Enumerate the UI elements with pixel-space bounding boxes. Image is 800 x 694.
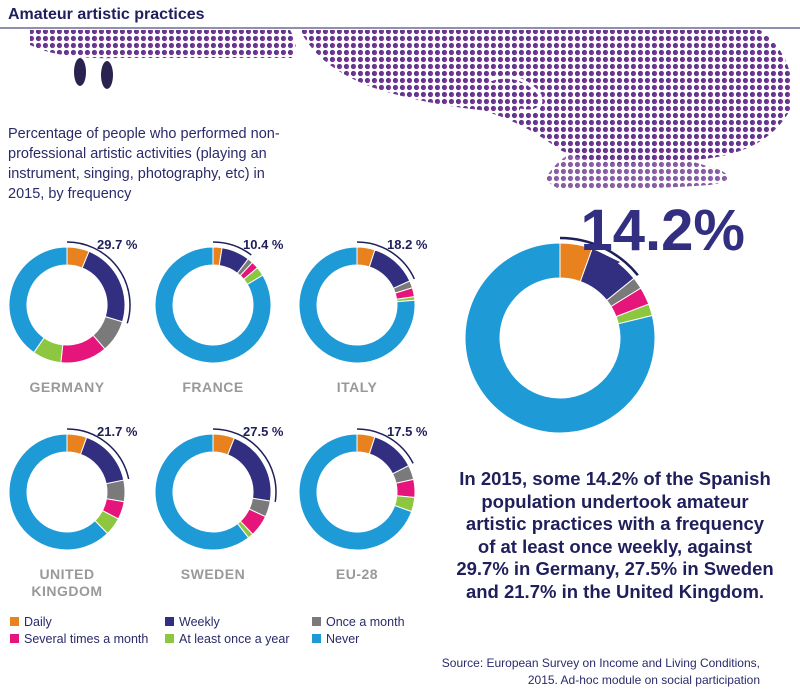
source: Source: European Survey on Income and Li… (441, 656, 760, 687)
highlight-label: 29.7 % (97, 237, 138, 252)
highlight-pointer (595, 250, 620, 270)
donut-segment (154, 433, 250, 551)
donut-segment (105, 479, 126, 503)
legend-entry: At least once a year (165, 632, 289, 646)
highlight-arc (212, 428, 277, 502)
donut-segment (368, 249, 411, 290)
legend-label: Once a month (326, 615, 405, 629)
violin-illustration (30, 30, 792, 190)
country-label: GERMANY (29, 379, 105, 395)
highlight-arc (66, 241, 131, 324)
legend-swatch (10, 634, 19, 643)
country-label: FRANCE (182, 379, 244, 395)
legend-entry: Once a month (312, 615, 405, 629)
highlight-label: 10.4 % (243, 237, 284, 252)
highlight-arc (356, 241, 416, 280)
highlight-arc (356, 428, 414, 464)
legend-swatch (312, 634, 321, 643)
highlight-label: 21.7 % (97, 424, 138, 439)
highlight-label: 27.5 % (243, 424, 284, 439)
highlight-arc (559, 236, 639, 277)
country-label: UNITED KINGDOM (31, 566, 103, 599)
donut-segment (298, 246, 416, 364)
legend-entry: Daily (10, 615, 52, 629)
donut-segment (227, 437, 272, 502)
subtitle: Percentage of people who performed non-p… (8, 126, 280, 202)
donut-segment (464, 242, 656, 434)
country-label: SPAIN (539, 330, 581, 346)
legend-entry: Never (312, 632, 359, 646)
donut-segment (8, 246, 68, 354)
donut-segment (81, 250, 126, 323)
title: Amateur artistic practices (8, 6, 205, 23)
donut-segment (298, 433, 413, 551)
country-label: EU-28 (335, 566, 379, 582)
highlight-label: 17.5 % (387, 424, 428, 439)
legend-label: Daily (24, 615, 52, 629)
legend-swatch (165, 634, 174, 643)
legend-entry: Weekly (165, 615, 220, 629)
highlight-arc (212, 241, 252, 256)
legend-swatch (312, 617, 321, 626)
legend-label: Weekly (179, 615, 220, 629)
legend-swatch (10, 617, 19, 626)
legend-label: Several times a month (24, 632, 149, 646)
highlight-label: 18.2 % (387, 237, 428, 252)
legend-label: At least once a year (179, 632, 290, 646)
headline: In 2015, some 14.2% of the Spanish popul… (456, 468, 774, 602)
country-label: SWEDEN (180, 566, 246, 582)
legend-entry: Several times a month (10, 632, 148, 646)
highlight-label: 14.2% (581, 198, 745, 263)
donut-segment (154, 246, 272, 364)
legend-swatch (165, 617, 174, 626)
highlight-arc (66, 428, 130, 480)
country-label: ITALY (336, 379, 378, 395)
donut-segment (8, 433, 109, 551)
donut-segment (79, 436, 125, 485)
legend-label: Never (326, 632, 360, 646)
